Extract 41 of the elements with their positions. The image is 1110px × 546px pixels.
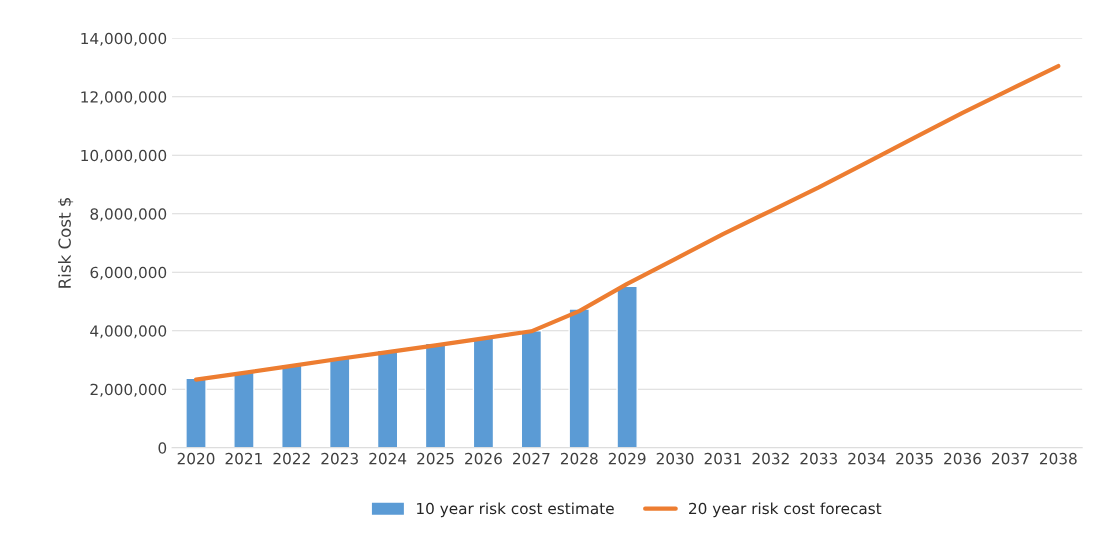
y-tick-label: 4,000,000 [90,325,167,339]
x-tick-label: 2022 [273,452,310,465]
line-series [193,63,1061,382]
y-axis-title: Risk Cost $ [58,197,74,288]
x-tick-label: 2033 [800,452,837,465]
x-tick-label: 2034 [848,452,886,465]
x-tick-label: 2029 [608,452,646,465]
y-tick-label: 6,000,000 [90,266,167,280]
x-tick-label: 2037 [992,452,1029,465]
x-tick-label: 2028 [560,452,598,465]
bar [185,377,207,448]
x-tick-label: 2021 [225,452,262,465]
x-tick-label: 2032 [752,452,789,465]
x-tick-label: 2026 [465,452,502,465]
x-tick-label: 2027 [513,452,550,465]
bar [520,330,543,448]
bar [233,370,255,448]
bar [616,285,638,448]
y-tick-label: 2,000,000 [90,383,167,397]
bar [281,363,303,448]
x-tick-label: 2035 [896,452,933,465]
y-tick-label: 14,000,000 [81,32,167,46]
bar [376,349,399,448]
x-tick-label: 2024 [369,452,407,465]
y-tick-label: 8,000,000 [90,208,167,222]
bar [328,356,351,448]
y-tick-label: 10,000,000 [81,149,167,163]
y-tick-label: 12,000,000 [81,91,167,105]
y-tick-label: 0 [158,442,167,454]
x-tick-label: 2038 [1039,452,1077,465]
x-tick-label: 2025 [417,452,454,465]
x-tick-label: 2036 [944,452,981,465]
bar [472,336,495,448]
legend-label: 10 year risk cost estimate [417,502,614,518]
x-tick-label: 2020 [177,452,215,465]
bar [568,308,590,448]
legend-label: 20 year risk cost forecast [689,502,882,518]
x-tick-label: 2030 [656,452,694,465]
x-tick-label: 2023 [321,452,358,465]
x-tick-label: 2031 [704,452,741,465]
bar [424,342,447,448]
